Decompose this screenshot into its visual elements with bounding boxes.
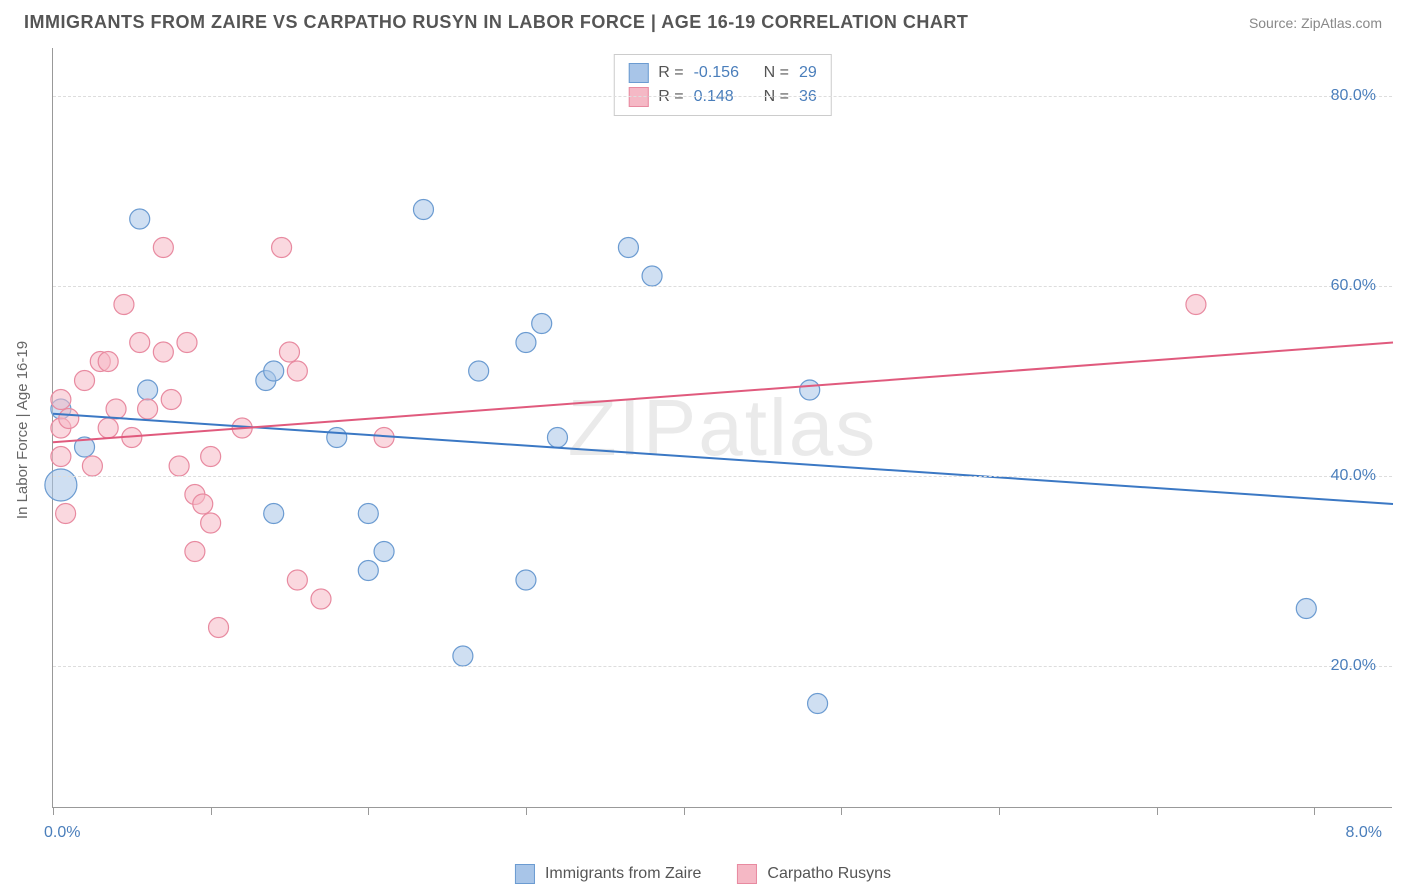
data-point [279,342,299,362]
legend-row: R = -0.156 N = 29 [628,61,816,85]
legend-label: Carpatho Rusyns [767,865,891,883]
x-tick [53,807,54,815]
chart-title: IMMIGRANTS FROM ZAIRE VS CARPATHO RUSYN … [24,12,968,33]
data-point [1296,599,1316,619]
data-point [169,456,189,476]
data-point [56,504,76,524]
data-point [327,428,347,448]
data-point [358,504,378,524]
data-point [358,561,378,581]
data-point [138,399,158,419]
legend-r-value: -0.156 [694,64,754,82]
x-tick [1314,807,1315,815]
data-point [201,513,221,533]
scatter-plot-svg [53,48,1392,807]
data-point [516,570,536,590]
x-tick [526,807,527,815]
y-tick-label: 80.0% [1331,87,1376,105]
legend-r-label: R = [658,64,683,82]
legend-swatch [737,864,757,884]
data-point [311,589,331,609]
grid-line [53,286,1392,287]
y-tick-label: 40.0% [1331,467,1376,485]
legend-n-value: 29 [799,64,817,82]
legend-swatch [628,63,648,83]
data-point [287,361,307,381]
data-point [114,295,134,315]
legend-n-value: 36 [799,88,817,106]
data-point [106,399,126,419]
x-tick [1157,807,1158,815]
data-point [209,618,229,638]
data-point [800,380,820,400]
data-point [75,371,95,391]
x-tick [841,807,842,815]
chart-plot-area: ZIPatlas R = -0.156N = 29R = 0.148N = 36… [52,48,1392,808]
chart-source: Source: ZipAtlas.com [1249,15,1382,31]
data-point [153,238,173,258]
y-axis-title: In Labor Force | Age 16-19 [14,341,31,519]
grid-line [53,96,1392,97]
series-legend: Immigrants from Zaire Carpatho Rusyns [515,864,891,884]
data-point [618,238,638,258]
data-point [413,200,433,220]
data-point [532,314,552,334]
data-point [287,570,307,590]
data-point [138,380,158,400]
correlation-legend: R = -0.156 N = 29 R = 0.148 N = 36 [613,54,831,116]
data-point [516,333,536,353]
x-tick [999,807,1000,815]
x-axis-min-label: 0.0% [44,824,80,842]
data-point [374,542,394,562]
trend-line [53,343,1393,443]
legend-item: Immigrants from Zaire [515,864,701,884]
data-point [185,542,205,562]
x-axis-max-label: 8.0% [1346,824,1382,842]
data-point [82,456,102,476]
data-point [453,646,473,666]
data-point [45,469,77,501]
data-point [547,428,567,448]
chart-header: IMMIGRANTS FROM ZAIRE VS CARPATHO RUSYN … [0,0,1406,41]
y-tick-label: 20.0% [1331,657,1376,675]
legend-swatch [628,87,648,107]
grid-line [53,666,1392,667]
data-point [469,361,489,381]
data-point [153,342,173,362]
legend-n-label: N = [764,64,789,82]
legend-row: R = 0.148 N = 36 [628,85,816,109]
data-point [130,333,150,353]
legend-item: Carpatho Rusyns [737,864,891,884]
x-tick [368,807,369,815]
data-point [177,333,197,353]
legend-r-label: R = [658,88,683,106]
data-point [130,209,150,229]
data-point [161,390,181,410]
data-point [98,418,118,438]
data-point [98,352,118,372]
data-point [59,409,79,429]
data-point [1186,295,1206,315]
x-tick [684,807,685,815]
data-point [264,361,284,381]
legend-label: Immigrants from Zaire [545,865,701,883]
legend-n-label: N = [764,88,789,106]
data-point [264,504,284,524]
legend-r-value: 0.148 [694,88,754,106]
grid-line [53,476,1392,477]
data-point [272,238,292,258]
data-point [51,447,71,467]
data-point [201,447,221,467]
y-tick-label: 60.0% [1331,277,1376,295]
x-tick [211,807,212,815]
data-point [808,694,828,714]
data-point [51,390,71,410]
legend-swatch [515,864,535,884]
data-point [193,494,213,514]
data-point [642,266,662,286]
